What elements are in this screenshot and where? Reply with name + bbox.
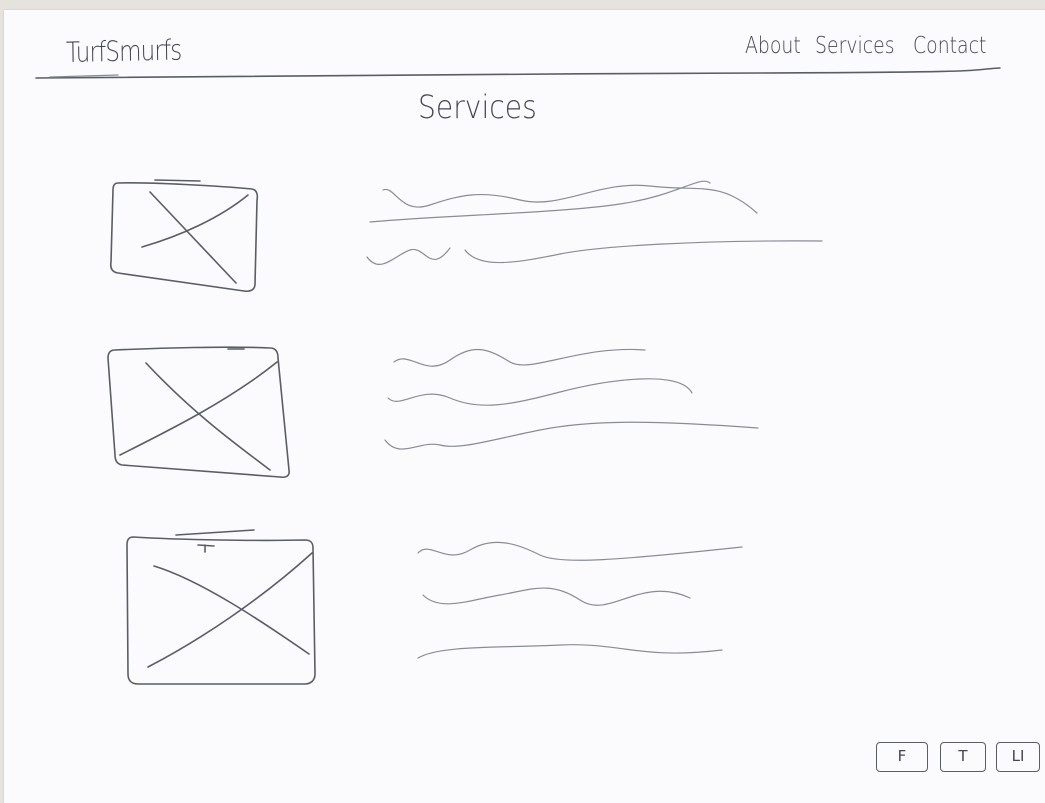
service-description-lines [417, 541, 743, 659]
service-image-placeholder [109, 179, 259, 293]
nav-link-contact[interactable]: Contact [913, 33, 987, 59]
twitter-icon[interactable]: T [940, 742, 986, 772]
nav-link-services[interactable]: Services [815, 33, 895, 59]
service-image-placeholder [126, 529, 316, 685]
header-divider [35, 67, 1001, 79]
service-description-lines [384, 348, 759, 450]
header-underline-accent [49, 74, 119, 78]
social-label: T [958, 747, 968, 765]
social-label: LI [1011, 747, 1025, 765]
linkedin-icon[interactable]: LI [996, 742, 1040, 772]
social-label: F [897, 747, 907, 765]
page-title: Services [418, 88, 537, 126]
facebook-icon[interactable]: F [876, 742, 928, 772]
brand-logo[interactable]: TurfSmurfs [65, 33, 182, 69]
nav-link-about[interactable]: About [745, 33, 801, 59]
paper-sheet [4, 10, 1045, 803]
service-description-lines [366, 180, 823, 265]
top-navigation: About Services Contact [745, 33, 987, 69]
service-image-placeholder [107, 346, 290, 479]
